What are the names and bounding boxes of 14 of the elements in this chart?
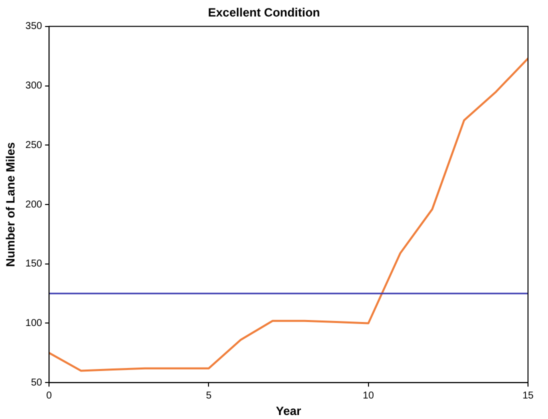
y-tick-label: 50 xyxy=(30,377,43,388)
y-tick-label: 150 xyxy=(25,258,43,270)
x-tick-label: 15 xyxy=(522,390,534,402)
chart-title: Excellent Condition xyxy=(208,6,320,20)
y-tick-label: 250 xyxy=(25,140,43,151)
x-tick-label: 0 xyxy=(46,390,52,402)
y-tick-label: 350 xyxy=(25,21,43,32)
y-tick-label: 200 xyxy=(25,199,43,210)
y-tick-label: 100 xyxy=(25,318,43,329)
x-tick-label: 5 xyxy=(206,390,212,402)
x-tick-label: 10 xyxy=(362,390,374,402)
y-axis-title: Number of Lane Miles xyxy=(4,142,18,267)
y-tick-label: 300 xyxy=(25,80,43,92)
x-axis-title: Year xyxy=(276,404,302,418)
